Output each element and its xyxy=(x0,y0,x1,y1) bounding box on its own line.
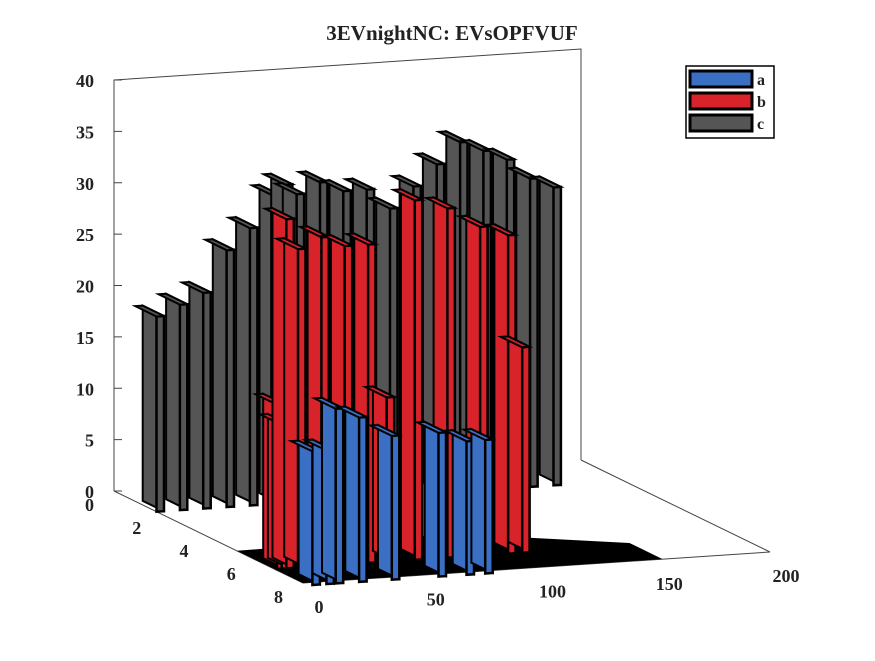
legend-label-b: b xyxy=(757,94,766,111)
bar-c-3 xyxy=(201,237,238,509)
bar-b-8 xyxy=(389,187,426,562)
z-tick-label: 35 xyxy=(76,122,94,142)
x-tick-label: 0 xyxy=(315,597,324,617)
z-tick-label: 30 xyxy=(76,174,94,194)
legend: abc xyxy=(685,65,775,139)
legend-swatch-b xyxy=(688,91,754,111)
y-tick-label: 4 xyxy=(180,541,189,561)
z-tick-label: 20 xyxy=(76,277,94,297)
bar-a-7 xyxy=(460,427,497,575)
legend-swatch-c xyxy=(688,113,754,133)
x-tick-label: 50 xyxy=(427,589,445,609)
x-tick-label: 150 xyxy=(656,574,683,594)
tick-labels: 0 5 10 15 20 25 30 35 40 0 2 4 6 8 0 50 100 150 200 xyxy=(76,71,800,617)
y-tick-label: 6 xyxy=(227,564,236,584)
bar-c-18 xyxy=(528,174,565,487)
z-tick-label: 5 xyxy=(85,431,94,451)
bar-a-3 xyxy=(333,404,371,584)
y-tick-label: 0 xyxy=(85,495,94,515)
bar-b-12 xyxy=(497,334,534,555)
bar-c-2 xyxy=(178,280,215,510)
bar-c-4 xyxy=(224,215,262,507)
x-axis-line xyxy=(302,551,771,584)
z-tick-label: 15 xyxy=(76,328,94,348)
bar-a-2 xyxy=(310,396,347,585)
far-edge-line xyxy=(580,459,771,553)
y-tick-label: 2 xyxy=(132,518,141,538)
z-tick-label: 25 xyxy=(76,225,94,245)
z-tick-label: 10 xyxy=(76,379,94,399)
y-axis-line xyxy=(113,490,304,584)
y-tick-label: 8 xyxy=(274,587,283,607)
legend-swatch-a xyxy=(688,69,754,89)
bar-c-0 xyxy=(131,303,168,514)
bars xyxy=(131,129,565,587)
legend-label-a: a xyxy=(757,72,765,89)
z-tick-label: 40 xyxy=(76,71,94,91)
chart-title: 3EVnightNC: EVsOPFVUF xyxy=(326,21,577,45)
bar-c-1 xyxy=(154,292,192,512)
legend-label-c: c xyxy=(757,116,764,133)
x-tick-label: 200 xyxy=(773,566,800,586)
z-tick-label: 0 xyxy=(85,482,94,502)
bar-a-4 xyxy=(366,423,404,582)
x-tick-label: 100 xyxy=(539,582,566,602)
